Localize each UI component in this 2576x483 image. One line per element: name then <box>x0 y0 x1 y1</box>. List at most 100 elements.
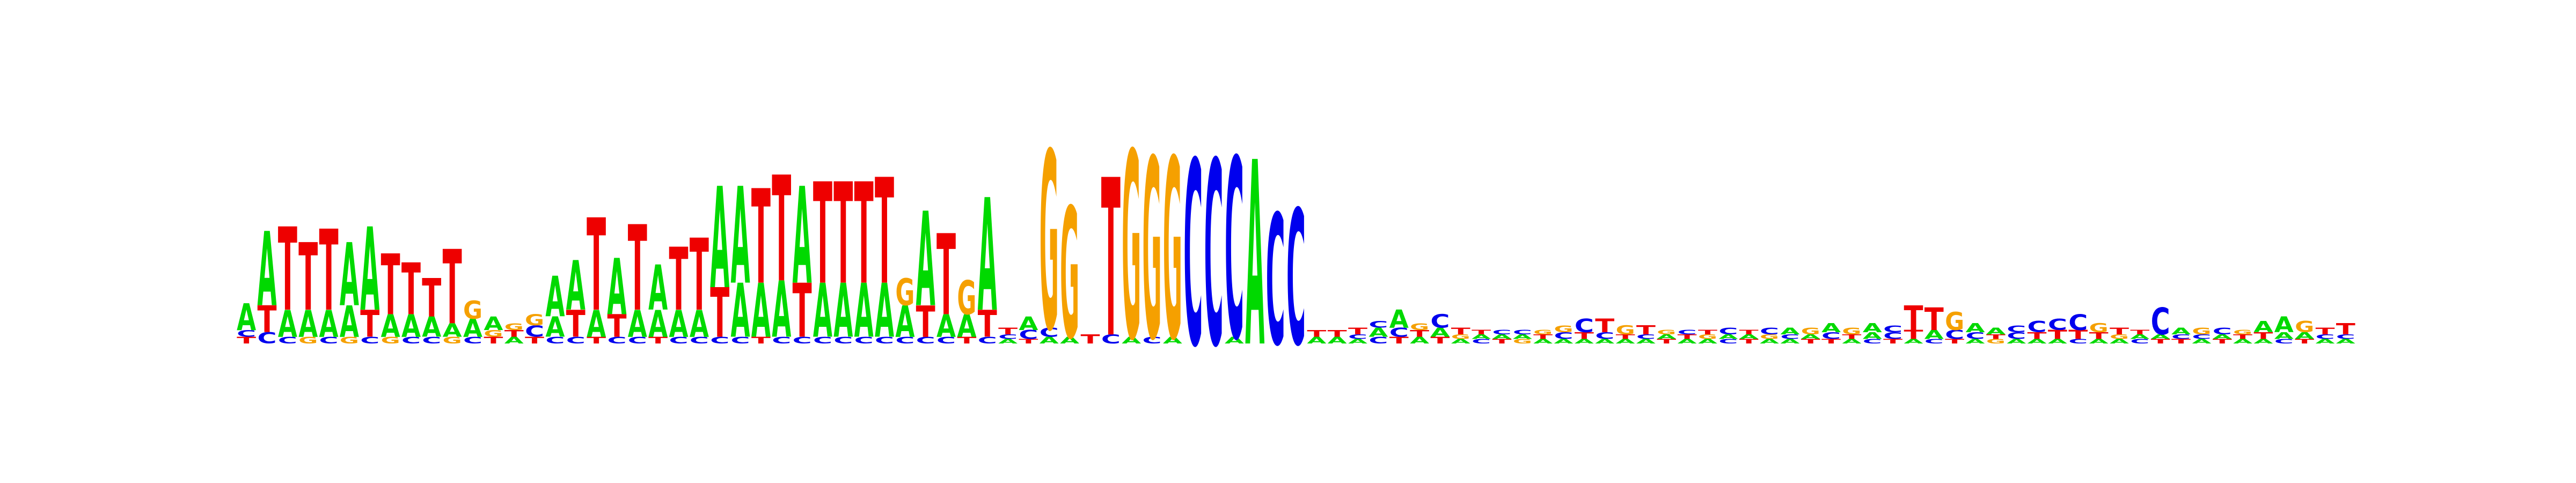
logo-letter-a: A <box>669 302 688 346</box>
logo-letter-t: T <box>2171 338 2191 345</box>
logo-letter-a: A <box>1328 335 1347 346</box>
logo-column: ACT <box>1636 323 1656 345</box>
logo-letter-a: A <box>1575 338 1594 345</box>
logo-letter-a: A <box>1451 338 1471 345</box>
logo-letter-a: A <box>1430 325 1450 340</box>
logo-column: CAT <box>319 207 339 346</box>
logo-column: CTA <box>978 166 997 346</box>
logo-letter-t: T <box>1636 323 1656 338</box>
logo-letter-t: T <box>1904 298 1923 338</box>
logo-letter-c: C <box>2068 310 2088 335</box>
logo-letter-t: T <box>1451 326 1470 337</box>
logo-letter-a: A <box>340 225 359 325</box>
logo-letter-a: A <box>1801 333 1821 340</box>
logo-column: C <box>1286 172 1306 388</box>
logo-letter-c: C <box>237 328 256 339</box>
logo-letter-a: A <box>319 302 339 346</box>
logo-letter-c: C <box>1780 333 1799 340</box>
logo-letter-a: A <box>360 204 379 337</box>
logo-letter-c: C <box>1924 338 1944 345</box>
logo-letter-t: T <box>422 268 441 329</box>
logo-letter-t: T <box>772 145 791 314</box>
logo-letter-c: C <box>2192 333 2211 340</box>
logo-letter-c: C <box>628 335 647 346</box>
logo-letter-a: A <box>916 185 935 336</box>
logo-letter-c: C <box>1492 329 1511 336</box>
logo-column: CAA <box>1863 321 1883 345</box>
logo-letter-a: A <box>772 266 791 356</box>
logo-letter-a: A <box>2171 326 2191 336</box>
logo-letter-t: T <box>1595 315 1615 336</box>
logo-letter-t: T <box>319 207 339 336</box>
logo-column: T <box>1080 332 1100 347</box>
logo-column: TAC <box>1430 311 1450 346</box>
logo-letter-c: C <box>1389 325 1409 340</box>
logo-letter-g: G <box>957 272 976 326</box>
logo-letter-g: G <box>1060 171 1079 379</box>
logo-letter-c: C <box>2028 318 2047 336</box>
logo-column: TGA <box>484 313 503 346</box>
logo-column: AT <box>1307 328 1326 346</box>
logo-column: ATG <box>504 321 524 346</box>
logo-letter-c: C <box>1040 325 1059 340</box>
logo-letter-a: A <box>2233 338 2253 345</box>
logo-letter-a: A <box>278 302 297 346</box>
logo-column: CAT <box>875 148 894 355</box>
logo-letter-a: A <box>1225 335 1244 346</box>
logo-letter-c: C <box>1348 333 1367 340</box>
logo-letter-t: T <box>1101 134 1121 386</box>
logo-column: ACG <box>1040 102 1059 386</box>
logo-column: CTA <box>793 159 812 354</box>
logo-column: TCC <box>1883 324 1902 345</box>
logo-column: AC <box>1225 108 1244 396</box>
logo-letter-t: T <box>628 201 647 338</box>
logo-letter-t: T <box>525 335 544 346</box>
logo-column: CAT <box>813 155 832 355</box>
logo-letter-c: C <box>545 335 565 346</box>
logo-letter-c: C <box>793 335 812 346</box>
logo-column: ATC <box>2028 318 2047 345</box>
logo-letter-a: A <box>1472 333 1491 340</box>
logo-letter-g: G <box>1513 338 1532 345</box>
logo-letter-c: C <box>895 335 914 346</box>
logo-letter-a: A <box>2089 338 2109 345</box>
logo-column: TAC <box>2213 326 2233 345</box>
logo-letter-t: T <box>1842 333 1861 340</box>
logo-column: TAC <box>1492 329 1512 345</box>
logo-letter-c: C <box>258 330 277 347</box>
logo-column: CAT <box>690 218 709 346</box>
logo-letter-c: C <box>1430 311 1450 333</box>
logo-column: CAT <box>422 268 441 346</box>
logo-letter-t: T <box>1739 338 1759 345</box>
logo-letter-t: T <box>978 303 997 346</box>
logo-column: CAG <box>895 270 914 347</box>
logo-letter-c: C <box>1183 109 1203 404</box>
logo-letter-a: A <box>607 244 626 333</box>
logo-letter-a: A <box>2253 318 2273 336</box>
logo-letter-c: C <box>669 335 688 346</box>
logo-letter-a: A <box>422 311 441 343</box>
logo-letter-g: G <box>1410 321 1429 332</box>
logo-letter-g: G <box>298 335 318 346</box>
logo-letter-t: T <box>1575 331 1594 341</box>
logo-letter-c: C <box>936 335 956 346</box>
logo-column: CAT <box>669 230 688 346</box>
logo-letter-a: A <box>2315 338 2335 345</box>
logo-letter-g: G <box>1040 102 1059 386</box>
logo-letter-c: C <box>1945 328 1964 342</box>
logo-letter-c: C <box>1760 326 1779 336</box>
logo-letter-g: G <box>2089 321 2109 335</box>
logo-letter-c: C <box>1266 178 1285 386</box>
logo-letter-a: A <box>1678 338 1697 345</box>
logo-column: CAA <box>731 159 750 355</box>
logo-letter-c: C <box>607 335 626 346</box>
logo-letter-a: A <box>2028 338 2047 345</box>
logo-letter-g: G <box>340 335 359 346</box>
logo-letter-c: C <box>1368 319 1388 330</box>
logo-letter-a: A <box>1636 338 1656 345</box>
logo-column: ATG <box>1533 328 1553 345</box>
logo-letter-c: C <box>401 335 421 346</box>
logo-letter-c: C <box>360 335 379 346</box>
logo-letter-t: T <box>1821 338 1841 345</box>
